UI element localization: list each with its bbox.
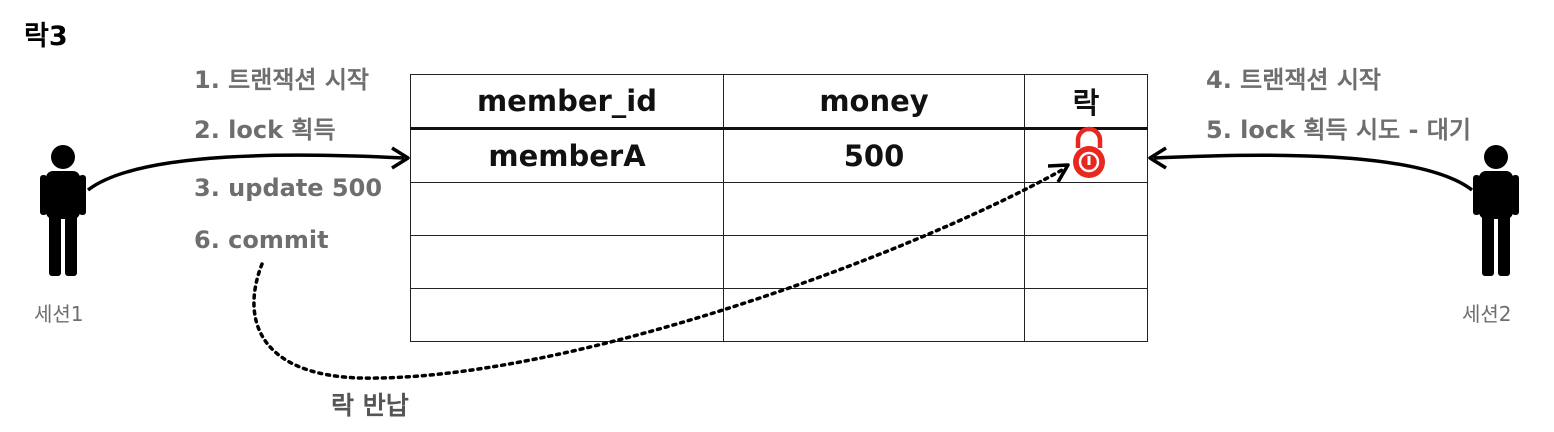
table-cell <box>410 182 724 236</box>
session1-arrowhead <box>391 146 410 170</box>
table-cell <box>1024 288 1148 342</box>
step-left-6: 6. commit <box>194 226 329 254</box>
lock-icon <box>1073 126 1105 178</box>
step-right-5: 5. lock 획득 시도 - 대기 <box>1206 116 1471 144</box>
session2-label: 세션2 <box>1462 302 1512 326</box>
table-cell: memberA <box>410 128 724 183</box>
lock-return-arrow <box>252 168 1064 380</box>
table-row: memberA 500 <box>410 128 1148 183</box>
diagram-title: 락3 <box>24 21 68 52</box>
step-right-4: 4. 트랜잭션 시작 <box>1206 66 1382 94</box>
table-header-row: member_id money 락 <box>410 74 1148 130</box>
session2-arrowhead <box>1148 146 1167 170</box>
header-money: money <box>723 74 1025 130</box>
session1-arrow <box>86 153 405 192</box>
header-lock: 락 <box>1024 74 1148 130</box>
lock-return-label: 락 반납 <box>331 391 409 420</box>
table-cell <box>723 288 1025 342</box>
table-cell <box>723 182 1025 236</box>
member-table: member_id money 락 memberA 500 <box>410 74 1148 342</box>
table-row <box>410 182 1148 236</box>
table-cell <box>410 235 724 289</box>
table-row <box>410 235 1148 289</box>
header-member-id: member_id <box>410 74 724 130</box>
step-left-1: 1. 트랜잭션 시작 <box>194 66 370 94</box>
session2-arrow <box>1153 153 1474 192</box>
table-cell <box>1024 235 1148 289</box>
table-cell: 500 <box>723 128 1025 183</box>
table-cell <box>723 235 1025 289</box>
step-left-2: 2. lock 획득 <box>194 116 336 144</box>
table-cell <box>1024 182 1148 236</box>
table-cell <box>410 288 724 342</box>
session1-label: 세션1 <box>34 302 84 326</box>
step-left-3: 3. update 500 <box>194 174 383 202</box>
person-icon <box>40 145 86 276</box>
lock-return-arrowhead <box>1047 163 1070 183</box>
person-icon <box>1473 145 1519 276</box>
table-row <box>410 288 1148 342</box>
